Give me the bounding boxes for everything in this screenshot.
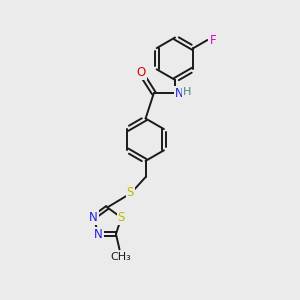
Text: N: N bbox=[175, 87, 184, 100]
Text: N: N bbox=[94, 227, 103, 241]
Text: N: N bbox=[89, 211, 98, 224]
Text: S: S bbox=[118, 211, 125, 224]
Text: F: F bbox=[209, 34, 216, 46]
Text: CH₃: CH₃ bbox=[111, 252, 131, 262]
Text: H: H bbox=[183, 87, 192, 97]
Text: S: S bbox=[127, 186, 134, 199]
Text: O: O bbox=[136, 66, 146, 79]
